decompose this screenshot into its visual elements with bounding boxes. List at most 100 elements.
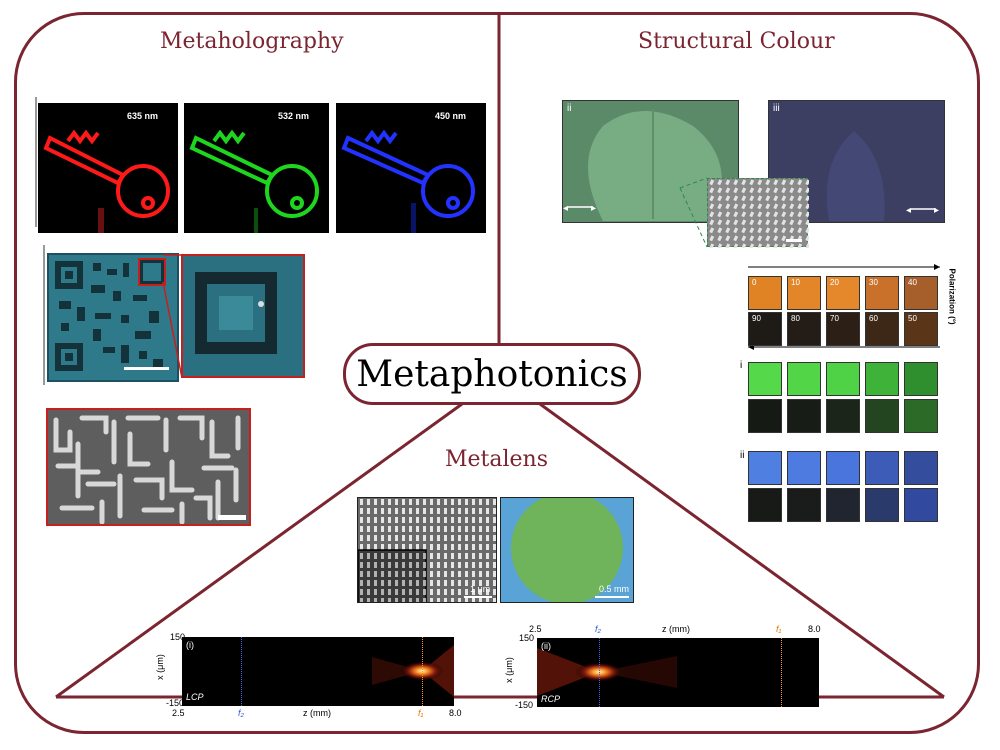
hologram-blue-panel: 450 nm (336, 103, 486, 233)
color-tile (748, 399, 782, 433)
plot-xlabel: z (mm) (303, 708, 331, 718)
color-tile (787, 362, 821, 396)
wavelength-label: 450 nm (434, 111, 466, 121)
plot-xmin: 2.5 (529, 624, 542, 634)
color-tile (865, 451, 899, 485)
hologram-red-panel: 635 nm (38, 103, 178, 233)
plot-ymin: -150 (515, 700, 534, 710)
key-hologram-red (43, 129, 170, 233)
color-tile (787, 399, 821, 433)
polarization-axis-label: Polarization (°) (944, 268, 958, 346)
metaphotonics-hub: Metaphotonics (343, 343, 641, 405)
qr-zoom-inset (181, 254, 305, 378)
color-tile (826, 399, 860, 433)
metalens-disc (511, 498, 629, 602)
color-tile (904, 451, 938, 485)
sem-nanofins (53, 415, 246, 524)
panel-margin-rule (43, 245, 45, 385)
focal-line-f2 (241, 637, 242, 706)
color-tile: 20 (826, 276, 860, 310)
wavelength-label: 532 nm (277, 111, 309, 121)
structural-colour-title: Structural Colour (638, 29, 835, 54)
key-hologram-green (189, 129, 319, 233)
plot-xmin: 2.5 (172, 708, 185, 718)
metalens-sem-image: 1 μm (357, 497, 497, 603)
photo-label: ii (567, 103, 572, 114)
color-tile (904, 399, 938, 433)
qr-zoom-pattern (195, 272, 277, 354)
plot-ymin: -150 (166, 698, 185, 708)
svg-text:◂: ◂ (906, 205, 911, 216)
plot-ymax: 150 (170, 632, 186, 642)
plot-xmax: 8.0 (449, 708, 462, 718)
color-tile (865, 399, 899, 433)
color-tile: 80 (787, 312, 821, 346)
plot-f1-label: f₁ (776, 624, 782, 634)
color-tile (904, 488, 938, 522)
metalens-optical-image: 0.5 mm (500, 497, 634, 603)
photo-label: iii (773, 103, 780, 114)
focal-line-f1 (422, 637, 423, 706)
color-tile (865, 488, 899, 522)
svg-text:◂: ◂ (563, 203, 568, 214)
plot-ylabel: x (μm) (503, 657, 514, 683)
svg-text:▸: ▸ (934, 205, 939, 216)
focal-plot-rcp: (ii) RCP (537, 638, 819, 707)
color-tile: 0 (748, 276, 782, 310)
ginkgo-dark-shape: ◂ ▸ (826, 131, 939, 221)
ginkgo-dark-photo: iii ◂ ▸ (768, 100, 945, 223)
row-label: i (740, 360, 743, 371)
plot-ylabel: x (μm) (154, 654, 165, 680)
plot-xmax: 8.0 (808, 624, 821, 634)
plot-panel-label: (i) (186, 640, 194, 650)
metalens-title: Metalens (445, 447, 549, 472)
color-tile (904, 362, 938, 396)
color-tile (826, 488, 860, 522)
sem-scale-label: 1 μm (470, 584, 491, 594)
color-tile: 10 (787, 276, 821, 310)
focal-line-f1 (781, 638, 782, 707)
lens-scale-label: 0.5 mm (599, 584, 630, 594)
sem-holography-image (46, 408, 251, 526)
color-tile: 40 (904, 276, 938, 310)
row-label: ii (740, 450, 745, 461)
color-tile: 50 (904, 312, 938, 346)
plot-panel-label: (ii) (541, 641, 551, 651)
metalens-sem-pattern (358, 498, 496, 602)
svg-text:▸: ▸ (591, 203, 596, 214)
plot-f2-label: f₂ (238, 708, 244, 718)
plot-pol-label: LCP (186, 692, 204, 702)
color-tile: 30 (865, 276, 899, 310)
metaholography-title: Metaholography (160, 29, 344, 54)
qr-pattern (55, 258, 169, 371)
polarization-label-text: Polarization (°) (947, 268, 957, 325)
key-hologram-blue (341, 129, 475, 233)
color-tile (787, 451, 821, 485)
sem-pillar-array (708, 179, 809, 248)
outer-frame (14, 12, 980, 734)
ginkgo-leaf-shape: ◂ ▸ (563, 109, 722, 221)
color-tile (748, 451, 782, 485)
color-tile: 70 (826, 312, 860, 346)
wavelength-label: 635 nm (126, 111, 158, 121)
plot-ymax: 150 (519, 633, 535, 643)
color-tile: 90 (748, 312, 782, 346)
qr-metasurface-image (47, 253, 179, 382)
color-tile (787, 488, 821, 522)
focal-intensity-rcp (537, 648, 677, 696)
focal-plot-lcp: (i) LCP (182, 637, 454, 706)
color-tile: 60 (865, 312, 899, 346)
focal-line-f2 (599, 638, 600, 707)
color-tile (826, 362, 860, 396)
hologram-green-panel: 532 nm (184, 103, 329, 233)
focal-intensity-lcp (372, 645, 454, 697)
plot-pol-label: RCP (541, 694, 561, 704)
color-tile (865, 362, 899, 396)
color-tile (748, 362, 782, 396)
color-tile (748, 488, 782, 522)
plot-xlabel: z (mm) (662, 624, 690, 634)
color-tile (826, 451, 860, 485)
